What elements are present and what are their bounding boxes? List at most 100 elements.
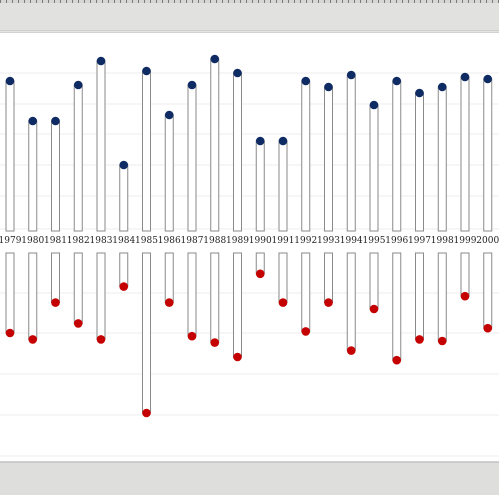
top-ruler: [0, 0, 499, 3]
upper-bar: [28, 120, 38, 232]
upper-dot: [324, 82, 333, 92]
upper-bar: [164, 114, 174, 232]
upper-dot: [301, 76, 311, 86]
lower-bar: [369, 252, 379, 310]
x-tick-label: 1985: [135, 236, 158, 246]
upper-bar: [324, 86, 333, 232]
x-tick-label: 1981: [44, 236, 67, 246]
x-tick-label: 1999: [454, 236, 477, 246]
upper-bar: [51, 120, 60, 232]
upper-dot: [460, 72, 470, 82]
lower-dot: [51, 298, 60, 307]
lower-bar: [51, 252, 60, 304]
x-tick-label: 1990: [249, 236, 272, 246]
lower-dot: [96, 335, 106, 344]
x-tick-label: 1982: [67, 236, 90, 246]
upper-dot: [233, 68, 242, 78]
upper-dot: [483, 74, 493, 84]
lower-bar: [483, 252, 493, 329]
lower-dot: [324, 298, 333, 307]
x-tick-label: 1980: [21, 236, 44, 246]
lower-dot: [5, 328, 15, 338]
upper-dot: [51, 116, 60, 126]
lower-dot: [415, 335, 424, 344]
lower-dot: [164, 298, 174, 307]
lower-bar: [437, 252, 447, 342]
upper-bar: [437, 86, 447, 232]
upper-dot: [119, 160, 129, 170]
upper-bar: [73, 84, 83, 232]
lower-dot: [233, 352, 242, 362]
lower-dot: [187, 331, 197, 341]
lower-dot: [301, 327, 311, 336]
x-tick-label: 1998: [431, 236, 454, 246]
upper-bar: [278, 140, 288, 232]
upper-dot: [164, 110, 174, 120]
lower-dot: [392, 355, 402, 365]
upper-bar: [233, 72, 242, 232]
upper-dot: [210, 54, 220, 64]
toolbar: [0, 3, 499, 31]
lower-dot: [255, 269, 265, 279]
lower-bar: [301, 252, 311, 332]
upper-dot: [278, 136, 288, 146]
upper-bar: [142, 70, 151, 232]
upper-dot: [28, 116, 38, 126]
upper-bar: [96, 60, 106, 232]
upper-bar: [301, 80, 311, 232]
upper-dot: [5, 76, 15, 86]
lower-bar: [233, 252, 242, 358]
upper-bar: [255, 140, 265, 232]
lower-bar: [28, 252, 38, 340]
lower-bar: [324, 252, 333, 304]
upper-bar: [187, 84, 197, 232]
lower-bar: [73, 252, 83, 324]
x-tick-label: 1994: [340, 236, 363, 246]
x-tick-label: 1996: [385, 236, 408, 246]
upper-bar: [5, 80, 15, 232]
lower-dot: [142, 408, 151, 418]
lower-dot: [119, 282, 129, 291]
upper-dot: [255, 136, 265, 146]
lower-bar: [119, 252, 129, 288]
upper-dot: [346, 70, 356, 80]
x-tick-label: 1986: [158, 236, 181, 246]
lower-bar: [460, 252, 470, 297]
lower-dot: [346, 346, 356, 355]
lower-bar: [142, 252, 151, 414]
x-tick-label: 1987: [181, 236, 204, 246]
upper-bar: [119, 164, 129, 232]
lower-bar: [346, 252, 356, 352]
upper-dot: [96, 56, 106, 66]
lower-bar: [415, 252, 424, 340]
x-tick-label: 1997: [408, 236, 431, 246]
upper-bar: [369, 104, 379, 232]
upper-bar: [460, 76, 470, 232]
lower-dot: [73, 319, 83, 328]
upper-dot: [392, 76, 402, 86]
lower-bar: [164, 252, 174, 304]
x-tick-label: 1989: [226, 236, 249, 246]
upper-dot: [187, 80, 197, 90]
status-bar: [0, 462, 499, 495]
lower-bar: [210, 252, 220, 344]
x-tick-label: 1984: [112, 236, 135, 246]
upper-bar: [392, 80, 402, 232]
x-tick-label: 1992: [294, 236, 317, 246]
upper-bar: [346, 74, 356, 232]
x-tick-label: 2000: [476, 236, 499, 246]
chart-svg: 1979 1980 1981 1982 1983 1984 1985 1986 1987 1988…: [0, 54, 499, 457]
lower-dot: [278, 298, 288, 307]
upper-bar: [415, 92, 424, 232]
lower-bar: [278, 252, 288, 304]
upper-dot: [73, 80, 83, 90]
upper-dot: [415, 88, 424, 98]
x-tick-label: 1991: [272, 236, 295, 246]
x-tick-label: 1983: [90, 236, 113, 246]
lower-dot: [28, 335, 38, 344]
upper-dot: [437, 82, 447, 92]
upper-bar: [483, 78, 493, 232]
upper-dot: [142, 66, 151, 76]
lower-bar: [5, 252, 15, 334]
x-tick-label: 1988: [203, 236, 226, 246]
